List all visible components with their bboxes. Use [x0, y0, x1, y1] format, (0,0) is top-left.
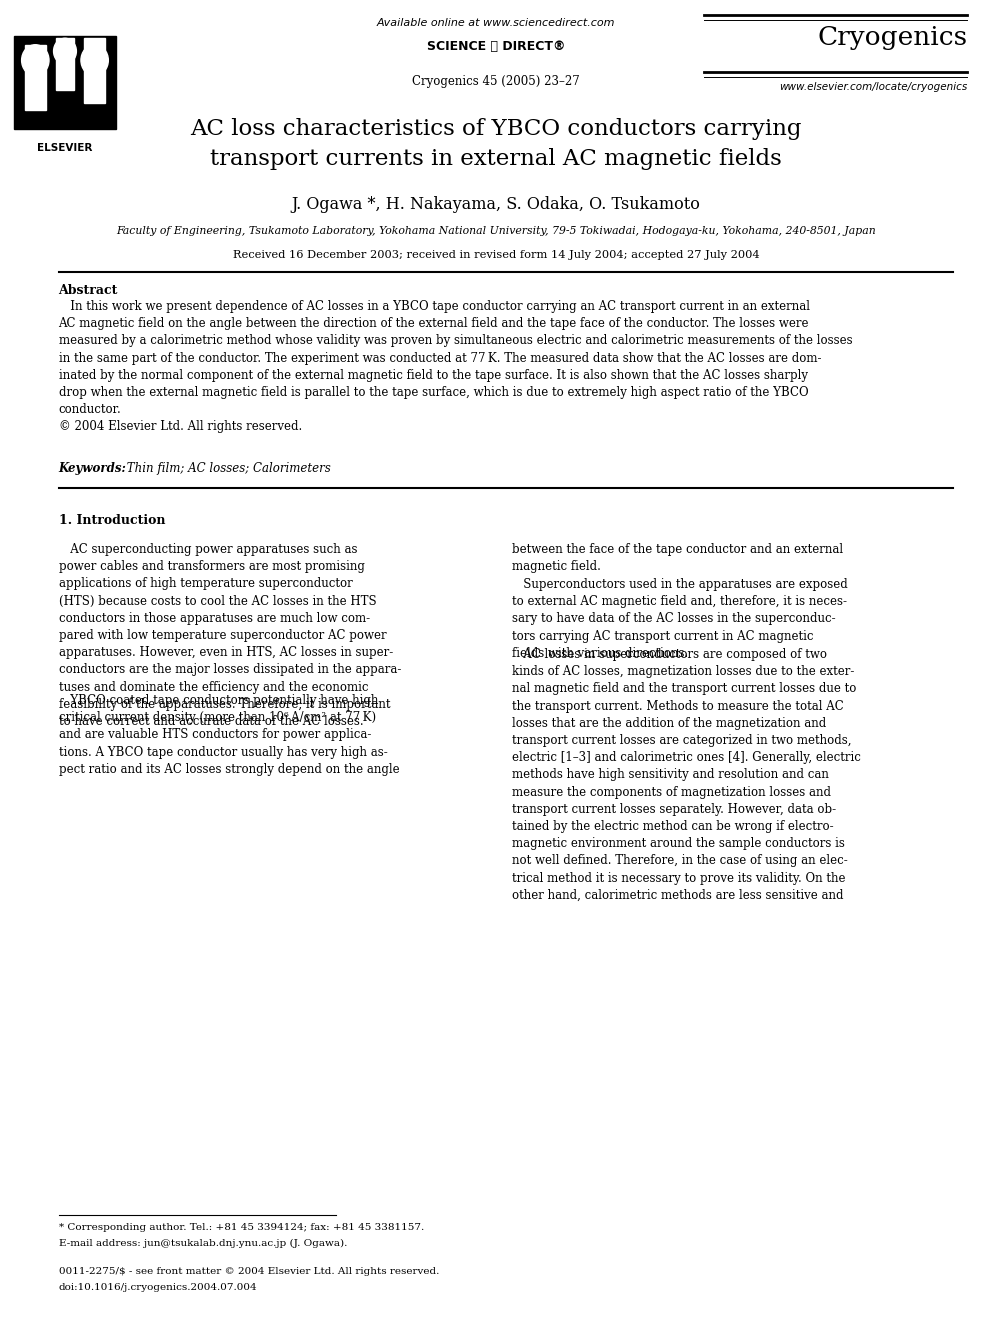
Text: E-mail address: jun@tsukalab.dnj.ynu.ac.jp (J. Ogawa).: E-mail address: jun@tsukalab.dnj.ynu.ac.…: [59, 1240, 347, 1248]
Circle shape: [54, 38, 76, 64]
Bar: [84, 38, 105, 103]
Text: www.elsevier.com/locate/cryogenics: www.elsevier.com/locate/cryogenics: [779, 82, 967, 93]
Text: ELSEVIER: ELSEVIER: [38, 143, 92, 153]
Text: Superconductors used in the apparatuses are exposed
to external AC magnetic fiel: Superconductors used in the apparatuses …: [512, 578, 847, 660]
Text: J. Ogawa *, H. Nakayama, S. Odaka, O. Tsukamoto: J. Ogawa *, H. Nakayama, S. Odaka, O. Ts…: [292, 196, 700, 213]
Text: 1. Introduction: 1. Introduction: [59, 515, 165, 527]
Text: Keywords:: Keywords:: [59, 462, 126, 475]
Text: 0011-2275/$ - see front matter © 2004 Elsevier Ltd. All rights reserved.: 0011-2275/$ - see front matter © 2004 El…: [59, 1267, 438, 1275]
Bar: [25, 45, 46, 110]
Text: In this work we present dependence of AC losses in a YBCO tape conductor carryin: In this work we present dependence of AC…: [59, 300, 852, 434]
Text: Faculty of Engineering, Tsukamoto Laboratory, Yokohama National University, 79-5: Faculty of Engineering, Tsukamoto Labora…: [116, 226, 876, 235]
Bar: [56, 38, 74, 90]
Text: Cryogenics: Cryogenics: [817, 25, 967, 50]
Text: between the face of the tape conductor and an external
magnetic field.: between the face of the tape conductor a…: [512, 542, 843, 573]
Text: Abstract: Abstract: [59, 284, 118, 296]
Text: AC losses in superconductors are composed of two
kinds of AC losses, magnetizati: AC losses in superconductors are compose…: [512, 648, 861, 902]
Text: YBCO coated tape conductors potentially have high
critical current density (more: YBCO coated tape conductors potentially …: [59, 695, 399, 775]
Text: Available online at www.sciencedirect.com: Available online at www.sciencedirect.co…: [377, 19, 615, 28]
Text: Cryogenics 45 (2005) 23–27: Cryogenics 45 (2005) 23–27: [412, 75, 580, 89]
Text: AC loss characteristics of YBCO conductors carrying
transport currents in extern: AC loss characteristics of YBCO conducto…: [190, 118, 802, 171]
Text: * Corresponding author. Tel.: +81 45 3394124; fax: +81 45 3381157.: * Corresponding author. Tel.: +81 45 339…: [59, 1222, 424, 1232]
Text: AC superconducting power apparatuses such as
power cables and transformers are m: AC superconducting power apparatuses suc…: [59, 542, 401, 728]
Circle shape: [81, 45, 108, 75]
Bar: [14, 36, 116, 128]
Text: doi:10.1016/j.cryogenics.2004.07.004: doi:10.1016/j.cryogenics.2004.07.004: [59, 1283, 257, 1293]
Text: SCIENCE ⓓ DIRECT®: SCIENCE ⓓ DIRECT®: [427, 40, 565, 53]
Circle shape: [22, 45, 49, 75]
Text: Thin film; AC losses; Calorimeters: Thin film; AC losses; Calorimeters: [123, 462, 330, 475]
Text: Received 16 December 2003; received in revised form 14 July 2004; accepted 27 Ju: Received 16 December 2003; received in r…: [233, 250, 759, 261]
